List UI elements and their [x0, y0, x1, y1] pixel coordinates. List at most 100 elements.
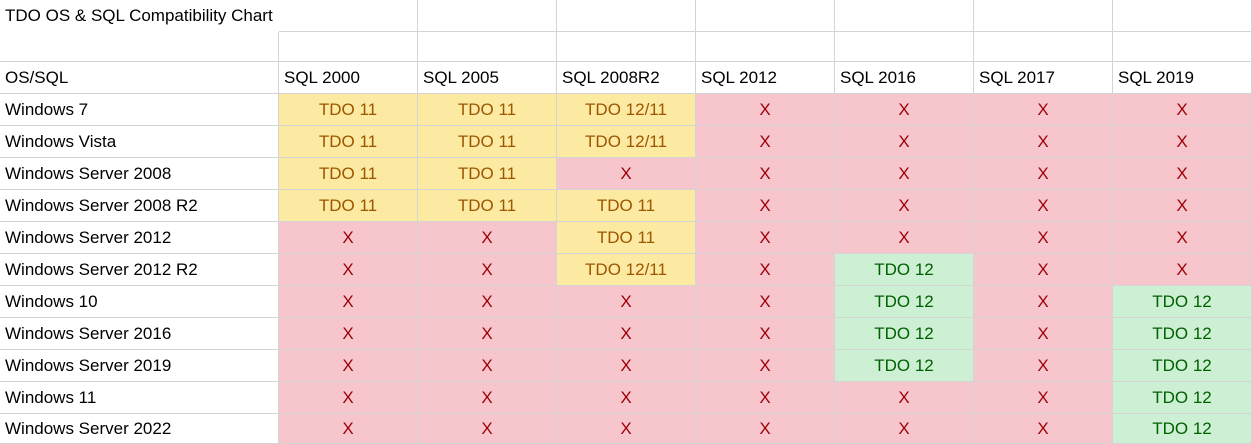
compat-cell: TDO 11: [279, 158, 418, 190]
compat-cell: X: [835, 190, 974, 222]
compat-cell: TDO 11: [279, 126, 418, 158]
empty-cell: [835, 32, 974, 62]
compat-cell: X: [1113, 190, 1252, 222]
compat-cell: TDO 11: [418, 190, 557, 222]
compat-cell: X: [1113, 158, 1252, 190]
compat-cell: X: [974, 350, 1113, 382]
compat-cell: TDO 12: [1113, 318, 1252, 350]
os-cell: Windows Server 2008: [0, 158, 279, 190]
empty-cell: [696, 0, 835, 32]
os-cell: Windows 7: [0, 94, 279, 126]
compat-cell: X: [696, 414, 835, 444]
empty-cell: [418, 0, 557, 32]
os-cell: Windows Server 2008 R2: [0, 190, 279, 222]
header-cell: SQL 2005: [418, 62, 557, 94]
compat-cell: TDO 12: [1113, 414, 1252, 444]
compat-cell: X: [974, 158, 1113, 190]
compat-cell: X: [974, 126, 1113, 158]
os-cell: Windows Server 2022: [0, 414, 279, 444]
compat-cell: X: [696, 222, 835, 254]
compat-cell: X: [835, 158, 974, 190]
compat-cell: X: [1113, 222, 1252, 254]
compat-cell: TDO 12/11: [557, 254, 696, 286]
compat-cell: X: [835, 382, 974, 414]
compat-cell: X: [696, 126, 835, 158]
os-cell: Windows Server 2016: [0, 318, 279, 350]
empty-cell: [1113, 32, 1252, 62]
compat-cell: TDO 11: [557, 222, 696, 254]
compat-cell: X: [1113, 254, 1252, 286]
compat-cell: TDO 12: [835, 254, 974, 286]
compat-cell: X: [557, 158, 696, 190]
compat-cell: X: [835, 94, 974, 126]
compat-cell: X: [279, 286, 418, 318]
compat-cell: X: [974, 414, 1113, 444]
compat-cell: TDO 11: [557, 190, 696, 222]
empty-cell: [974, 0, 1113, 32]
compat-cell: X: [696, 350, 835, 382]
compat-cell: X: [418, 254, 557, 286]
compat-cell: X: [974, 222, 1113, 254]
compat-cell: TDO 12: [835, 318, 974, 350]
header-cell: SQL 2016: [835, 62, 974, 94]
compat-cell: TDO 12: [1113, 286, 1252, 318]
empty-cell: [974, 32, 1113, 62]
os-cell: Windows 11: [0, 382, 279, 414]
empty-cell: [696, 32, 835, 62]
compat-cell: TDO 11: [279, 190, 418, 222]
compat-cell: X: [974, 286, 1113, 318]
compat-cell: X: [696, 254, 835, 286]
compat-cell: X: [974, 382, 1113, 414]
compat-cell: X: [974, 94, 1113, 126]
compat-cell: TDO 12/11: [557, 94, 696, 126]
compat-cell: X: [279, 254, 418, 286]
os-cell: Windows Vista: [0, 126, 279, 158]
compat-cell: TDO 11: [279, 94, 418, 126]
empty-cell: [557, 32, 696, 62]
compat-cell: X: [418, 382, 557, 414]
header-cell: SQL 2017: [974, 62, 1113, 94]
compat-cell: X: [835, 126, 974, 158]
compat-cell: X: [557, 286, 696, 318]
compat-cell: TDO 12: [835, 350, 974, 382]
header-cell: SQL 2012: [696, 62, 835, 94]
compat-cell: X: [696, 190, 835, 222]
compat-cell: X: [557, 350, 696, 382]
empty-cell: [835, 0, 974, 32]
compat-cell: X: [279, 222, 418, 254]
compat-cell: X: [279, 382, 418, 414]
header-cell: SQL 2000: [279, 62, 418, 94]
compat-cell: X: [557, 318, 696, 350]
os-cell: Windows Server 2012 R2: [0, 254, 279, 286]
compat-cell: TDO 11: [418, 94, 557, 126]
empty-cell: [1113, 0, 1252, 32]
sheet-title: TDO OS & SQL Compatibility Chart: [5, 6, 273, 25]
compat-cell: X: [696, 382, 835, 414]
compat-cell: TDO 12: [835, 286, 974, 318]
compat-cell: TDO 11: [418, 126, 557, 158]
compat-cell: X: [835, 222, 974, 254]
empty-cell: [279, 0, 418, 32]
compat-cell: X: [696, 286, 835, 318]
compat-cell: X: [696, 158, 835, 190]
compat-cell: X: [696, 94, 835, 126]
compat-cell: TDO 12/11: [557, 126, 696, 158]
compat-cell: TDO 12: [1113, 350, 1252, 382]
os-cell: Windows 10: [0, 286, 279, 318]
compat-cell: X: [974, 190, 1113, 222]
compat-cell: X: [418, 286, 557, 318]
os-cell: Windows Server 2012: [0, 222, 279, 254]
compat-cell: TDO 12: [1113, 382, 1252, 414]
compat-cell: X: [279, 350, 418, 382]
compat-cell: X: [696, 318, 835, 350]
compat-cell: TDO 11: [418, 158, 557, 190]
compat-cell: X: [279, 414, 418, 444]
empty-cell: [0, 32, 279, 62]
empty-cell: [418, 32, 557, 62]
header-cell: OS/SQL: [0, 62, 279, 94]
header-cell: SQL 2008R2: [557, 62, 696, 94]
compat-cell: X: [418, 414, 557, 444]
compat-cell: X: [974, 318, 1113, 350]
compat-cell: X: [418, 318, 557, 350]
